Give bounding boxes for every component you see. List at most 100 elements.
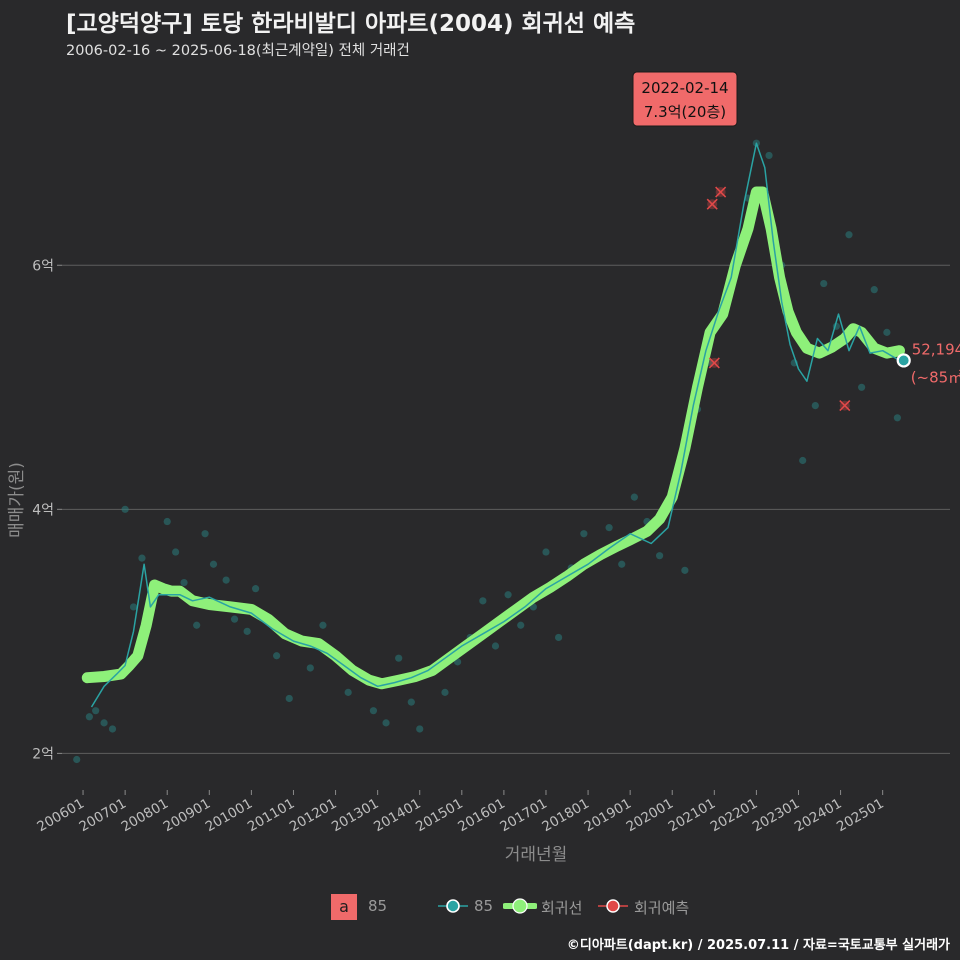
prediction-marker <box>839 400 851 412</box>
prediction-markers <box>706 186 851 412</box>
scatter-point <box>765 151 773 160</box>
scatter-point <box>858 383 866 391</box>
x-tick-label: 200801 <box>119 796 172 836</box>
legend-trend-icon <box>503 898 537 914</box>
scatter-point <box>820 279 828 288</box>
scatter-point <box>555 633 563 642</box>
scatter-point <box>407 698 415 706</box>
x-tick-label: 202501 <box>834 796 887 836</box>
scatter-point <box>656 552 664 560</box>
scatter-point <box>344 688 352 696</box>
x-tick-label: 202401 <box>792 796 845 836</box>
scatter-point <box>306 664 314 672</box>
monthly-line <box>90 142 900 708</box>
y-tick-label: 2억 <box>32 746 54 762</box>
last-value-label: 52,194 <box>912 340 960 358</box>
scatter-point <box>108 725 117 733</box>
x-tick-label: 201201 <box>287 796 340 836</box>
trend-line <box>81 186 905 690</box>
prediction-marker <box>706 198 718 210</box>
scatter-point <box>504 591 512 599</box>
chart-area: 2억 4억 6억 2006012007012008012009012010012011… <box>7 71 960 865</box>
scatter-point <box>883 328 891 336</box>
axes: 2억 4억 6억 2006012007012008012009012010012011… <box>7 258 887 865</box>
scatter-point <box>580 530 588 538</box>
scatter-point <box>180 578 188 587</box>
scatter-point <box>799 456 807 465</box>
scatter-point <box>630 493 638 501</box>
gridlines <box>62 264 950 754</box>
x-tick-label: 201301 <box>329 796 382 836</box>
x-tick-label: 200601 <box>34 796 87 836</box>
scatter-point <box>491 642 500 650</box>
legend-predict-label: 회귀예측 <box>634 899 690 917</box>
scatter-point <box>243 627 251 635</box>
scatter-point <box>517 621 525 629</box>
legend-predict-icon <box>598 899 628 913</box>
prediction-marker <box>715 186 727 198</box>
prediction-cross <box>708 357 720 369</box>
legend-trend-label: 회귀선 <box>541 899 583 917</box>
scatter-point <box>319 621 327 629</box>
prediction-cross <box>839 400 851 412</box>
x-tick-label: 200901 <box>161 796 214 836</box>
x-tick-label: 201801 <box>539 796 592 836</box>
x-tick-label: 202301 <box>750 796 803 836</box>
scatter-point <box>163 517 171 526</box>
scatter-point <box>382 719 390 727</box>
legend-series-icon <box>438 899 468 913</box>
peak-annotation-box <box>632 71 738 127</box>
prediction-cross <box>706 198 718 210</box>
x-tick-label: 202101 <box>666 796 719 836</box>
chart-title: [고양덕양구] 토당 한라비발디 아파트(2004) 회귀선 예측 <box>66 11 636 37</box>
scatter-point <box>870 286 878 294</box>
scatter-point <box>369 707 378 715</box>
scatter-point <box>605 524 613 532</box>
x-tick-label: 201601 <box>455 796 508 836</box>
x-tick-label: 202201 <box>708 796 761 836</box>
legend-series-label: 85 <box>474 897 494 915</box>
scatter-point <box>811 401 819 410</box>
scatter-point <box>138 554 146 562</box>
last-area-label: (~85㎡) <box>911 368 960 386</box>
y-tick-label: 4억 <box>32 502 54 518</box>
scatter-point <box>85 713 93 721</box>
scatter-point <box>479 597 487 605</box>
x-tick-label: 201101 <box>245 796 298 836</box>
scatter-point <box>92 707 100 715</box>
x-tick-label: 202001 <box>624 796 677 836</box>
scatter-point <box>121 505 129 513</box>
x-tick-label: 200701 <box>76 796 129 836</box>
scatter-point <box>251 585 260 593</box>
legend: a 85 85 회귀선 회귀예측 <box>0 890 960 922</box>
scatter-point <box>209 560 218 568</box>
y-axis-title: 매매가(원) <box>7 462 27 538</box>
scatter-point <box>441 688 449 696</box>
legend-box-swatch: a <box>331 894 357 920</box>
scatter-point <box>618 560 626 568</box>
scatter-point <box>845 231 853 239</box>
scatter-point <box>542 548 550 556</box>
scatter-point <box>230 615 239 623</box>
x-tick-label: 201501 <box>413 796 466 836</box>
chart-subtitle: 2006-02-16 ~ 2025-06-18(최근계약일) 전체 거래건 <box>66 43 410 59</box>
scatter-point <box>893 414 901 422</box>
source-caption: ©디아파트(dapt.kr) / 2025.07.11 / 자료=국토교통부 실… <box>566 938 950 953</box>
legend-box-label: 85 <box>368 897 388 915</box>
x-axis-title: 거래년월 <box>505 845 568 865</box>
scatter-point <box>100 719 108 727</box>
scatter-point <box>285 694 293 703</box>
last-point-marker <box>896 353 911 368</box>
scatter-point <box>172 548 180 556</box>
x-tick-label: 201401 <box>371 796 424 836</box>
scatter-point <box>201 530 209 538</box>
scatter-point <box>73 755 81 764</box>
scatter-point <box>681 566 689 574</box>
peak-price-label: 7.3억(20층) <box>644 103 726 121</box>
scatter-point <box>416 725 424 733</box>
x-tick-label: 201901 <box>582 796 635 836</box>
x-tick-label: 201001 <box>203 796 256 836</box>
scatter-point <box>273 652 281 660</box>
scatter-point <box>395 654 403 662</box>
scatter-point <box>222 576 230 584</box>
